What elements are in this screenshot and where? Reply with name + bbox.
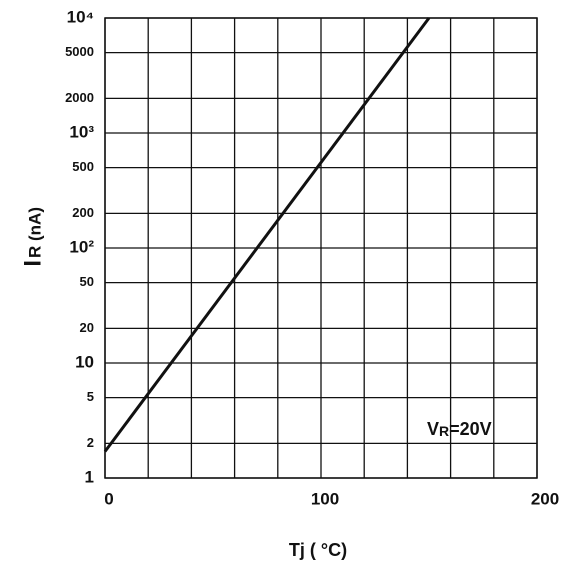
x-axis-label: Tj ( °C)	[289, 540, 347, 560]
y-tick-label: 10⁴	[67, 7, 94, 26]
y-tick-label: 2	[87, 435, 94, 450]
y-label-main: I	[19, 260, 46, 267]
y-tick-label: 10	[75, 352, 94, 371]
y-tick-label: 500	[72, 159, 94, 174]
y-axis-label: I R (nA)	[19, 207, 46, 267]
data-line	[103, 17, 431, 453]
y-tick-label: 50	[80, 274, 94, 289]
y-tick-label: 10³	[69, 122, 94, 141]
y-tick-label: 10²	[69, 237, 94, 256]
annotation-main: V	[427, 419, 439, 439]
x-tick-label: 200	[531, 489, 559, 508]
annotation-rest: =20V	[449, 419, 492, 439]
y-tick-label: 1	[85, 467, 94, 486]
annotation-sub: R	[439, 423, 449, 439]
x-tick-label: 100	[311, 489, 339, 508]
y-tick-label: 2000	[65, 90, 94, 105]
annotation: VR=20V	[427, 419, 492, 439]
y-tick-label: 200	[72, 205, 94, 220]
y-tick-label: 20	[80, 320, 94, 335]
y-label-sub: R (nA)	[25, 207, 44, 258]
y-tick-label: 5	[87, 389, 94, 404]
x-tick-label: 0	[104, 489, 113, 508]
plot-frame	[104, 17, 538, 479]
y-tick-label: 5000	[65, 44, 94, 59]
